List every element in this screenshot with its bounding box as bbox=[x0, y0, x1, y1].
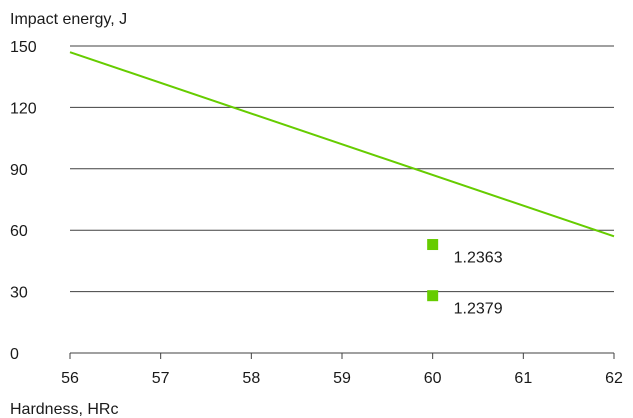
x-tick-label: 56 bbox=[61, 370, 79, 387]
trend-line bbox=[69, 51, 615, 238]
y-tick-label: 30 bbox=[10, 285, 28, 302]
data-point-label: 1.2379 bbox=[454, 301, 503, 318]
y-axis-title: Impact energy, J bbox=[10, 11, 127, 28]
y-tick-labels: 0 30 60 90 120 150 bbox=[10, 39, 37, 363]
y-tick-label: 150 bbox=[10, 39, 37, 56]
data-point-marker bbox=[427, 239, 439, 251]
x-tick-label: 59 bbox=[333, 370, 351, 387]
y-tick-label: 120 bbox=[10, 100, 37, 117]
x-tick-label: 58 bbox=[242, 370, 260, 387]
data-point-label: 1.2363 bbox=[454, 250, 503, 267]
data-point-marker bbox=[427, 290, 439, 302]
grid-lines bbox=[70, 45, 614, 293]
x-tick-label: 62 bbox=[605, 370, 623, 387]
series: 1.2363 1.2379 bbox=[69, 51, 615, 318]
x-tick-label: 60 bbox=[424, 370, 442, 387]
y-tick-label: 0 bbox=[10, 346, 19, 363]
x-axis bbox=[69, 352, 615, 359]
y-tick-label: 60 bbox=[10, 223, 28, 240]
x-tick-labels: 56 57 58 59 60 61 62 bbox=[61, 370, 623, 387]
x-tick-label: 61 bbox=[514, 370, 532, 387]
x-axis-title: Hardness, HRc bbox=[10, 401, 118, 418]
x-tick-label: 57 bbox=[152, 370, 170, 387]
y-tick-label: 90 bbox=[10, 162, 28, 179]
